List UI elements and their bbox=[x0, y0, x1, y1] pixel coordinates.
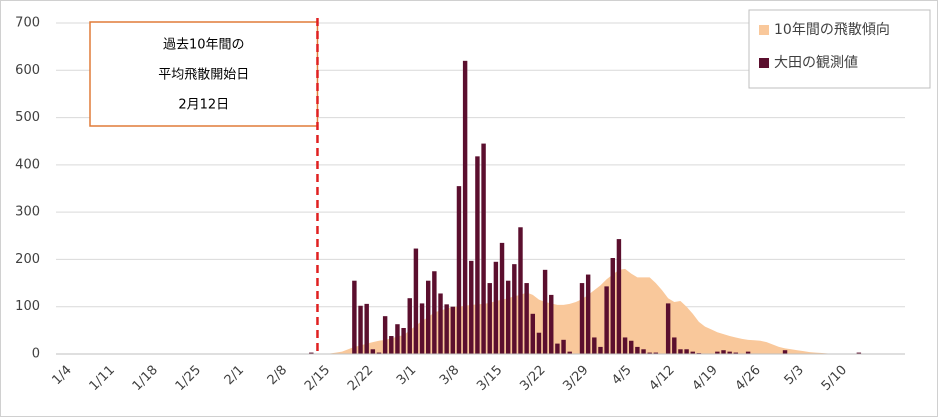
annotation-text: 2月12日 bbox=[178, 98, 229, 113]
bar bbox=[413, 248, 419, 354]
y-tick-label: 200 bbox=[15, 252, 40, 267]
bar bbox=[727, 351, 732, 354]
bar bbox=[530, 313, 536, 354]
bar bbox=[733, 352, 739, 354]
bar bbox=[592, 337, 597, 354]
bar bbox=[678, 349, 683, 354]
bar bbox=[579, 283, 585, 354]
bar bbox=[469, 260, 474, 354]
bar bbox=[493, 261, 499, 354]
y-tick-label: 600 bbox=[15, 63, 40, 78]
bar bbox=[647, 352, 652, 354]
bar bbox=[684, 349, 689, 354]
y-tick-label: 100 bbox=[15, 299, 40, 314]
bar bbox=[499, 242, 505, 354]
annotation-text: 過去10年間の bbox=[163, 38, 245, 53]
bar bbox=[407, 298, 412, 354]
bar bbox=[487, 283, 492, 354]
legend-label: 大田の観測値 bbox=[774, 54, 858, 71]
bar bbox=[376, 352, 382, 354]
bar bbox=[745, 351, 751, 354]
bar bbox=[542, 269, 548, 354]
y-tick-label: 400 bbox=[15, 157, 40, 172]
bar bbox=[425, 280, 431, 354]
bar bbox=[456, 186, 462, 354]
bar bbox=[309, 352, 314, 354]
trend-area bbox=[59, 268, 902, 354]
bar bbox=[450, 306, 456, 354]
bar bbox=[370, 349, 376, 354]
bar bbox=[672, 337, 677, 354]
bar bbox=[629, 340, 634, 354]
bar bbox=[715, 351, 720, 354]
bar bbox=[401, 327, 406, 354]
y-tick-label: 700 bbox=[15, 16, 40, 31]
bar bbox=[518, 227, 523, 354]
bar bbox=[481, 143, 486, 354]
bar bbox=[665, 303, 671, 354]
bar bbox=[782, 350, 788, 354]
bar bbox=[641, 349, 646, 354]
bar bbox=[585, 274, 591, 354]
bar bbox=[622, 337, 628, 354]
bar bbox=[616, 239, 622, 354]
annotation-text: 平均飛散開始日 bbox=[158, 68, 249, 83]
bar bbox=[567, 351, 572, 354]
bar bbox=[555, 343, 560, 354]
bar bbox=[462, 60, 468, 354]
bar bbox=[364, 303, 369, 354]
bar bbox=[444, 304, 449, 354]
legend-swatch bbox=[759, 25, 769, 35]
bar bbox=[856, 352, 862, 354]
annotation-box bbox=[89, 21, 319, 127]
bar bbox=[475, 156, 480, 354]
bar bbox=[524, 283, 529, 354]
bar bbox=[690, 351, 695, 354]
legend-box bbox=[748, 9, 931, 89]
legend-label: 10年間の飛散傾向 bbox=[774, 22, 890, 38]
bar bbox=[389, 336, 394, 354]
bar bbox=[721, 350, 726, 354]
bar bbox=[432, 271, 437, 354]
bar bbox=[549, 294, 554, 354]
bar bbox=[505, 280, 511, 354]
bar bbox=[352, 280, 357, 354]
bar bbox=[358, 305, 363, 354]
legend-swatch bbox=[759, 58, 769, 68]
bar bbox=[635, 346, 640, 354]
bar bbox=[395, 324, 400, 354]
y-tick-label: 500 bbox=[15, 110, 40, 125]
bar bbox=[536, 332, 542, 354]
y-tick-label: 0 bbox=[32, 347, 40, 362]
bar bbox=[382, 316, 388, 354]
bar bbox=[604, 286, 609, 354]
bar bbox=[512, 264, 517, 354]
bar bbox=[610, 258, 615, 354]
bar bbox=[653, 352, 659, 354]
bar bbox=[598, 346, 603, 354]
bar bbox=[419, 303, 425, 354]
bar bbox=[438, 293, 443, 354]
bar bbox=[561, 339, 566, 354]
y-tick-label: 300 bbox=[15, 205, 40, 220]
